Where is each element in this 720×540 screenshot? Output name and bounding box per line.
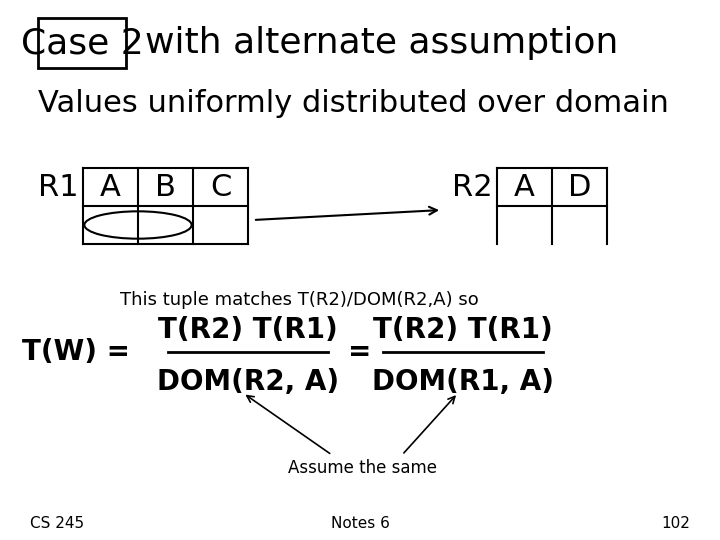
Text: T(R2) T(R1): T(R2) T(R1) [158,316,338,344]
Text: D: D [568,172,591,201]
Text: Notes 6: Notes 6 [330,516,390,530]
Text: T(R2) T(R1): T(R2) T(R1) [373,316,553,344]
Text: B: B [155,172,176,201]
Text: 102: 102 [661,516,690,530]
Text: =: = [348,338,372,366]
Text: A: A [514,172,535,201]
Text: Assume the same: Assume the same [287,459,436,477]
Text: Values uniformly distributed over domain: Values uniformly distributed over domain [38,89,669,118]
Text: T(W) =: T(W) = [22,338,140,366]
Text: CS 245: CS 245 [30,516,84,530]
Text: A: A [100,172,121,201]
Text: DOM(R2, A): DOM(R2, A) [157,368,339,396]
Text: with alternate assumption: with alternate assumption [145,26,618,60]
Text: Case 2: Case 2 [21,26,143,60]
Bar [38,18,126,68]
Text: This tuple matches T(R2)/DOM(R2,A) so: This tuple matches T(R2)/DOM(R2,A) so [120,291,479,309]
Text: R2: R2 [452,172,492,201]
Text: DOM(R1, A): DOM(R1, A) [372,368,554,396]
Text: R1: R1 [38,172,78,201]
Text: C: C [210,172,231,201]
